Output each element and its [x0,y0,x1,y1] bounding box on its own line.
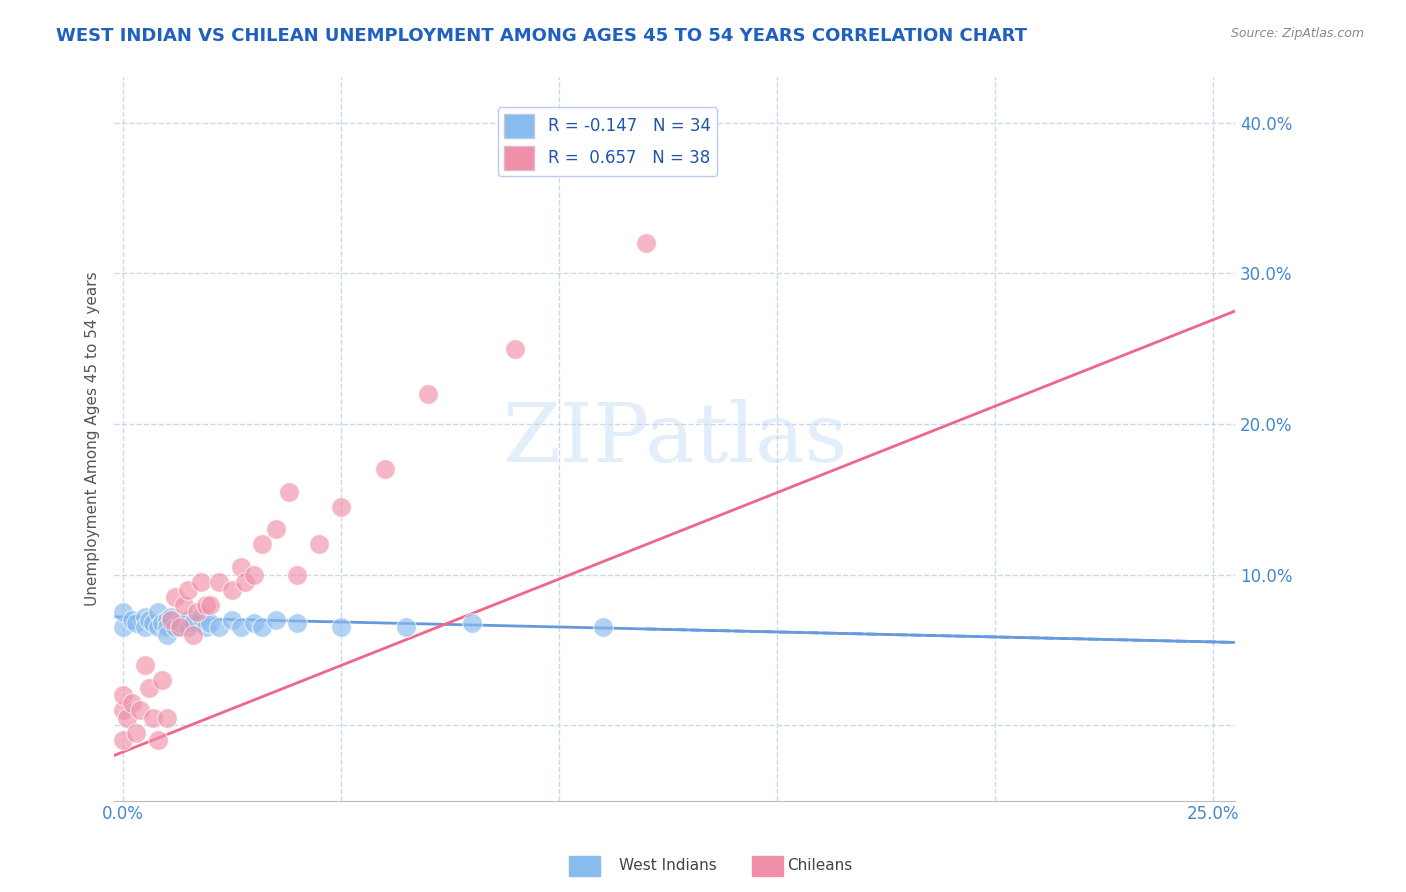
Point [177,620,200,634]
Point [142,615,165,630]
Point [242,615,264,630]
Point [221,613,243,627]
Point [142,711,165,725]
Point [155,620,177,634]
Point [169,615,191,630]
Point [111,620,134,634]
Point [129,703,152,717]
Point [169,620,191,634]
Point [177,613,200,627]
Point [190,575,212,590]
Point [194,598,217,612]
Point [121,696,143,710]
Text: West Indians: West Indians [619,858,717,872]
Point [173,598,195,612]
Point [111,733,134,747]
Point [165,591,187,605]
Point [121,613,143,627]
Point [418,387,440,401]
Point [229,620,252,634]
Point [146,620,169,634]
Point [395,620,418,634]
Point [134,658,156,673]
Point [111,688,134,702]
Point [146,733,169,747]
Point [194,620,217,634]
Point [374,462,396,476]
Point [287,567,309,582]
Point [150,615,173,630]
Point [177,582,200,597]
Point [287,615,309,630]
Point [264,523,287,537]
Point [198,615,221,630]
Point [111,605,134,619]
Y-axis label: Unemployment Among Ages 45 to 54 years: Unemployment Among Ages 45 to 54 years [86,272,100,607]
Point [134,609,156,624]
Point [252,620,274,634]
Point [190,609,212,624]
Point [264,613,287,627]
Point [150,673,173,687]
Point [330,500,353,514]
Text: WEST INDIAN VS CHILEAN UNEMPLOYMENT AMONG AGES 45 TO 54 YEARS CORRELATION CHART: WEST INDIAN VS CHILEAN UNEMPLOYMENT AMON… [56,27,1028,45]
Point [125,615,148,630]
Point [155,711,177,725]
Point [233,575,256,590]
Point [160,609,183,624]
Point [252,537,274,551]
Point [277,484,299,499]
Point [138,613,160,627]
Point [134,620,156,634]
Point [208,575,231,590]
Point [117,711,139,725]
Point [229,560,252,574]
Point [165,620,187,634]
Point [146,605,169,619]
Point [181,615,204,630]
Point [181,628,204,642]
Point [155,628,177,642]
Point [242,567,264,582]
Point [505,342,527,356]
Point [461,615,484,630]
Point [125,726,148,740]
Point [198,598,221,612]
Point [155,613,177,627]
Text: Chileans: Chileans [787,858,852,872]
Point [308,537,330,551]
Point [111,703,134,717]
Legend: R = -0.147   N = 34, R =  0.657   N = 38: R = -0.147 N = 34, R = 0.657 N = 38 [498,107,717,177]
Point [186,605,208,619]
Point [330,620,353,634]
Text: ZIPatlas: ZIPatlas [502,399,848,479]
Text: Source: ZipAtlas.com: Source: ZipAtlas.com [1230,27,1364,40]
Point [160,613,183,627]
Point [636,236,658,251]
Point [221,582,243,597]
Point [208,620,231,634]
Point [592,620,614,634]
Point [138,681,160,695]
